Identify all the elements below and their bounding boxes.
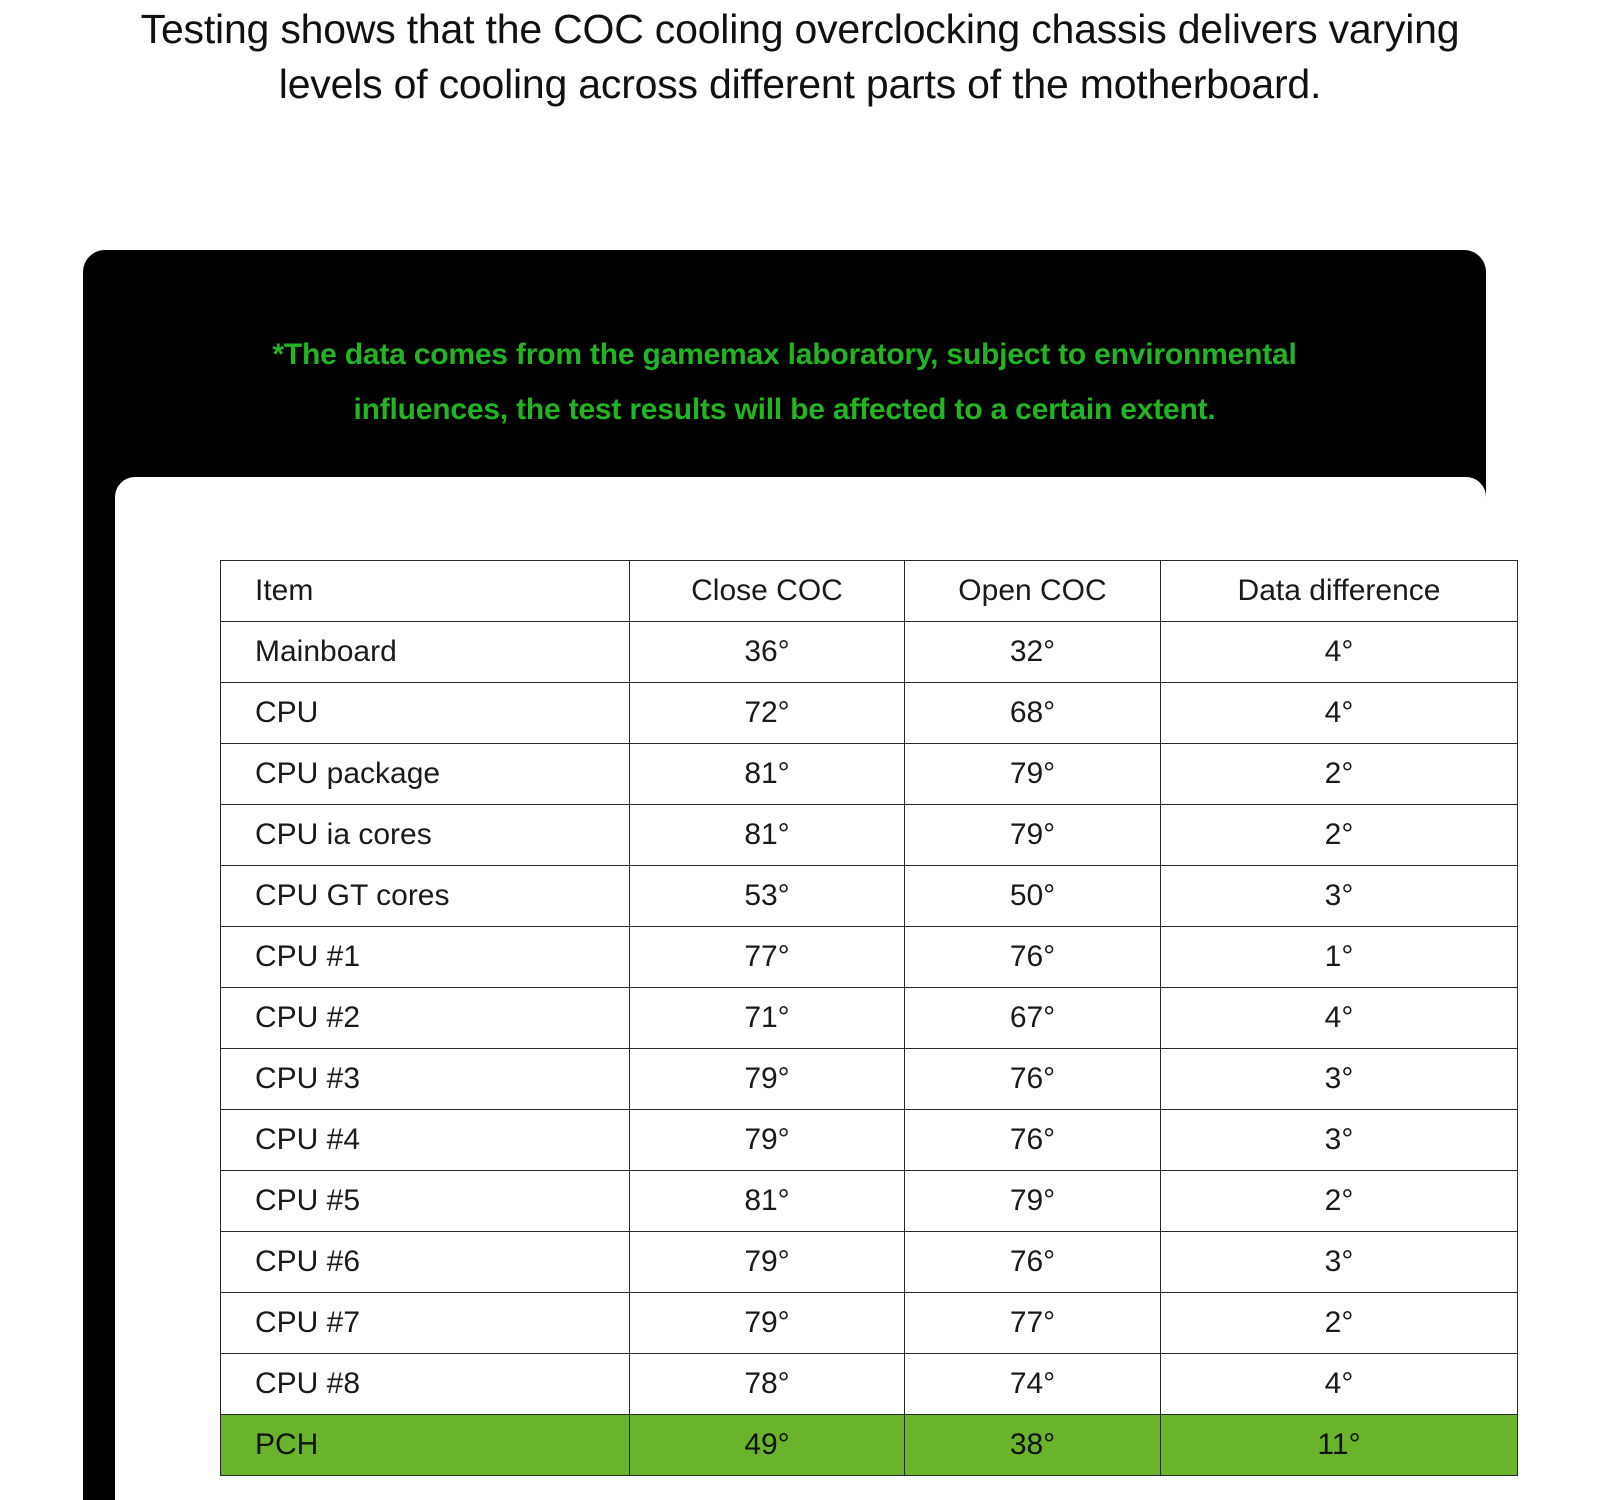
cell-data-difference: 4° bbox=[1160, 682, 1518, 744]
column-header-open-coc: Open COC bbox=[904, 560, 1161, 622]
cell-item: Mainboard bbox=[220, 621, 630, 683]
cell-open-coc: 38° bbox=[904, 1414, 1161, 1476]
cell-item: CPU #4 bbox=[220, 1109, 630, 1171]
cell-item: CPU ia cores bbox=[220, 804, 630, 866]
table-row: CPU #8 78° 74° 4° bbox=[220, 1353, 1518, 1415]
cell-item: CPU GT cores bbox=[220, 865, 630, 927]
table-row: CPU #7 79° 77° 2° bbox=[220, 1292, 1518, 1354]
cell-data-difference: 3° bbox=[1160, 865, 1518, 927]
cell-open-coc: 76° bbox=[904, 1048, 1161, 1110]
cell-open-coc: 76° bbox=[904, 1231, 1161, 1293]
cell-close-coc: 79° bbox=[629, 1292, 905, 1354]
cell-item: CPU #6 bbox=[220, 1231, 630, 1293]
cell-data-difference: 3° bbox=[1160, 1109, 1518, 1171]
cell-open-coc: 77° bbox=[904, 1292, 1161, 1354]
cell-item: CPU bbox=[220, 682, 630, 744]
cell-data-difference: 3° bbox=[1160, 1048, 1518, 1110]
cell-close-coc: 79° bbox=[629, 1109, 905, 1171]
cell-open-coc: 67° bbox=[904, 987, 1161, 1049]
cell-item: CPU #2 bbox=[220, 987, 630, 1049]
cell-item: CPU #3 bbox=[220, 1048, 630, 1110]
column-header-close-coc: Close COC bbox=[629, 560, 905, 622]
cell-close-coc: 77° bbox=[629, 926, 905, 988]
table-row: CPU #2 71° 67° 4° bbox=[220, 987, 1518, 1049]
table-row: CPU 72° 68° 4° bbox=[220, 682, 1518, 744]
cell-close-coc: 49° bbox=[629, 1414, 905, 1476]
cell-data-difference: 2° bbox=[1160, 1292, 1518, 1354]
table-card: Item Close COC Open COC Data difference … bbox=[115, 477, 1518, 1500]
cell-data-difference: 2° bbox=[1160, 743, 1518, 805]
cell-close-coc: 72° bbox=[629, 682, 905, 744]
cell-close-coc: 71° bbox=[629, 987, 905, 1049]
table-row: CPU ia cores 81° 79° 2° bbox=[220, 804, 1518, 866]
cell-close-coc: 36° bbox=[629, 621, 905, 683]
cell-close-coc: 79° bbox=[629, 1048, 905, 1110]
cell-open-coc: 50° bbox=[904, 865, 1161, 927]
column-header-data-difference: Data difference bbox=[1160, 560, 1518, 622]
cell-open-coc: 68° bbox=[904, 682, 1161, 744]
cell-item: CPU #5 bbox=[220, 1170, 630, 1232]
cell-data-difference: 2° bbox=[1160, 1170, 1518, 1232]
table-row: CPU package 81° 79° 2° bbox=[220, 743, 1518, 805]
cell-open-coc: 74° bbox=[904, 1353, 1161, 1415]
table-body: Mainboard 36° 32° 4° CPU 72° 68° 4° CPU … bbox=[220, 621, 1518, 1476]
cell-data-difference: 3° bbox=[1160, 1231, 1518, 1293]
cell-data-difference: 4° bbox=[1160, 1353, 1518, 1415]
cell-open-coc: 32° bbox=[904, 621, 1161, 683]
table-row: Mainboard 36° 32° 4° bbox=[220, 621, 1518, 683]
cell-item: CPU package bbox=[220, 743, 630, 805]
cell-data-difference: 1° bbox=[1160, 926, 1518, 988]
cell-close-coc: 78° bbox=[629, 1353, 905, 1415]
table-row: CPU GT cores 53° 50° 3° bbox=[220, 865, 1518, 927]
cell-open-coc: 76° bbox=[904, 1109, 1161, 1171]
cooling-results-table: Item Close COC Open COC Data difference … bbox=[220, 560, 1518, 1476]
cell-item: PCH bbox=[220, 1414, 630, 1476]
cell-item: CPU #7 bbox=[220, 1292, 630, 1354]
cell-close-coc: 53° bbox=[629, 865, 905, 927]
page-title: Testing shows that the COC cooling overc… bbox=[140, 6, 1460, 107]
cell-open-coc: 79° bbox=[904, 743, 1161, 805]
cell-data-difference: 4° bbox=[1160, 987, 1518, 1049]
table-header-row: Item Close COC Open COC Data difference bbox=[220, 560, 1518, 622]
table-row: CPU #6 79° 76° 3° bbox=[220, 1231, 1518, 1293]
results-panel: *The data comes from the gamemax laborat… bbox=[83, 250, 1518, 1500]
cell-close-coc: 81° bbox=[629, 1170, 905, 1232]
cell-item: CPU #8 bbox=[220, 1353, 630, 1415]
cell-open-coc: 76° bbox=[904, 926, 1161, 988]
table-row: CPU #1 77° 76° 1° bbox=[220, 926, 1518, 988]
cell-open-coc: 79° bbox=[904, 804, 1161, 866]
cell-open-coc: 79° bbox=[904, 1170, 1161, 1232]
table-row-highlighted: PCH 49° 38° 11° bbox=[220, 1414, 1518, 1476]
cell-close-coc: 79° bbox=[629, 1231, 905, 1293]
cell-data-difference: 4° bbox=[1160, 621, 1518, 683]
table-row: CPU #3 79° 76° 3° bbox=[220, 1048, 1518, 1110]
column-header-item: Item bbox=[220, 560, 630, 622]
cell-close-coc: 81° bbox=[629, 743, 905, 805]
cell-data-difference: 11° bbox=[1160, 1414, 1518, 1476]
cell-item: CPU #1 bbox=[220, 926, 630, 988]
table-row: CPU #4 79° 76° 3° bbox=[220, 1109, 1518, 1171]
data-source-disclaimer: *The data comes from the gamemax laborat… bbox=[272, 338, 1297, 426]
table-row: CPU #5 81° 79° 2° bbox=[220, 1170, 1518, 1232]
cell-data-difference: 2° bbox=[1160, 804, 1518, 866]
cell-close-coc: 81° bbox=[629, 804, 905, 866]
